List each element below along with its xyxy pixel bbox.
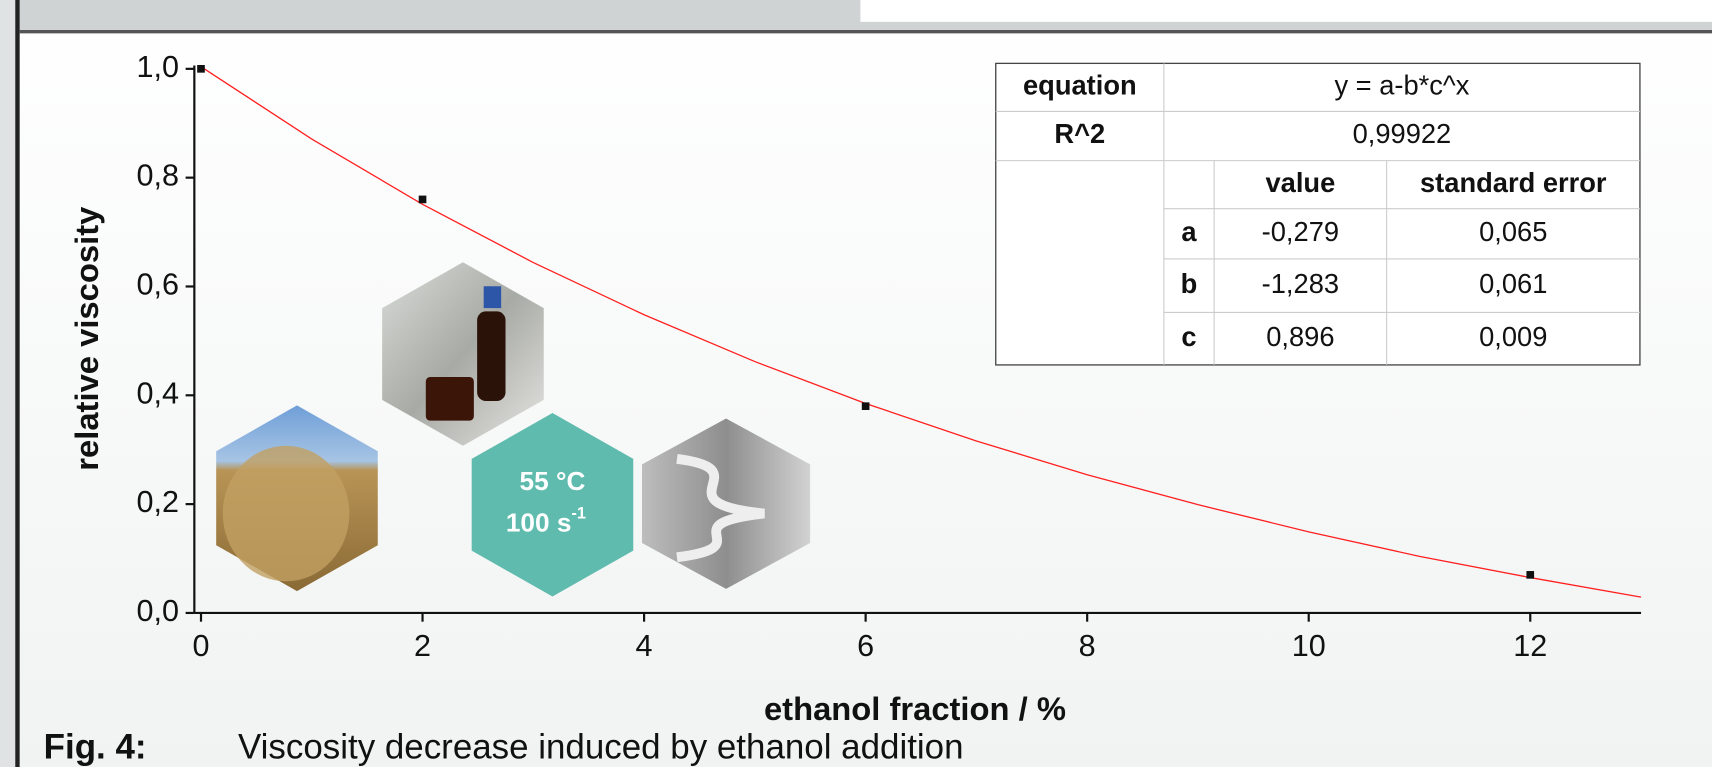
table-cell: b	[1181, 268, 1198, 299]
data-point	[418, 195, 427, 204]
badge-rate-exp: -1	[571, 505, 586, 523]
table-cell: value	[1265, 167, 1335, 198]
x-axis-label: ethanol fraction / %	[764, 690, 1066, 727]
x-tick-label: 6	[857, 629, 874, 663]
table-cell: -1,283	[1262, 268, 1339, 299]
table-cell: equation	[1023, 70, 1137, 101]
data-point	[197, 65, 205, 73]
table-cell: 0,065	[1479, 216, 1547, 247]
y-tick-label: 0,8	[137, 159, 180, 193]
table-cell: R^2	[1054, 118, 1105, 149]
table-cell: standard error	[1420, 167, 1607, 198]
table-cell: -0,279	[1262, 216, 1339, 247]
condition-badge	[471, 413, 634, 597]
table-bg	[995, 62, 1641, 366]
table-cell: 0,009	[1479, 321, 1547, 352]
x-tick-label: 10	[1292, 629, 1326, 663]
x-tick-label: 0	[192, 629, 209, 663]
fit-table: equation y = a-b*c^x R^2 0,99922 value standa…	[995, 62, 1641, 366]
y-axis-label: relative viscosity	[68, 206, 105, 471]
table-cell: c	[1181, 321, 1196, 352]
y-tick-label: 0,4	[137, 376, 180, 410]
badge-rate: 100 s-1	[506, 505, 586, 537]
data-point	[861, 402, 870, 411]
straw-bale	[222, 445, 350, 582]
table-cell: 0,896	[1266, 321, 1334, 352]
y-tick-label: 0,0	[137, 594, 180, 628]
top-box	[860, 0, 1712, 22]
table-cell: 0,061	[1479, 268, 1547, 299]
left-band	[0, 0, 20, 767]
fit-line	[200, 66, 1642, 598]
y-tick-label: 0,6	[137, 268, 180, 302]
mixer-spiral	[676, 454, 765, 563]
y-tick-label: 1,0	[137, 50, 180, 84]
plot: 0,0 0,2 0,4 0,6 0,8 1,0 0 2 4 6 8 10 12	[137, 50, 1642, 663]
y-tick-label: 0,2	[137, 485, 180, 519]
caption-text: Viscosity decrease induced by ethanol ad…	[238, 728, 964, 767]
beaker	[425, 376, 474, 421]
caption-label: Fig. 4:	[44, 728, 147, 767]
table-cell: a	[1181, 216, 1197, 247]
data-point	[1526, 571, 1535, 579]
x-tick-label: 12	[1513, 629, 1547, 663]
table-cell: y = a-b*c^x	[1334, 70, 1469, 101]
badge-rate-base: 100 s	[506, 507, 572, 537]
bottle	[477, 311, 506, 401]
x-tick-label: 2	[414, 629, 431, 663]
x-tick-label: 8	[1079, 629, 1096, 663]
lab-image	[382, 262, 544, 446]
badge-temperature: 55 °C	[520, 466, 586, 496]
bottle-cap	[483, 286, 502, 309]
table-cell: 0,99922	[1353, 118, 1452, 149]
x-tick-label: 4	[636, 629, 653, 663]
